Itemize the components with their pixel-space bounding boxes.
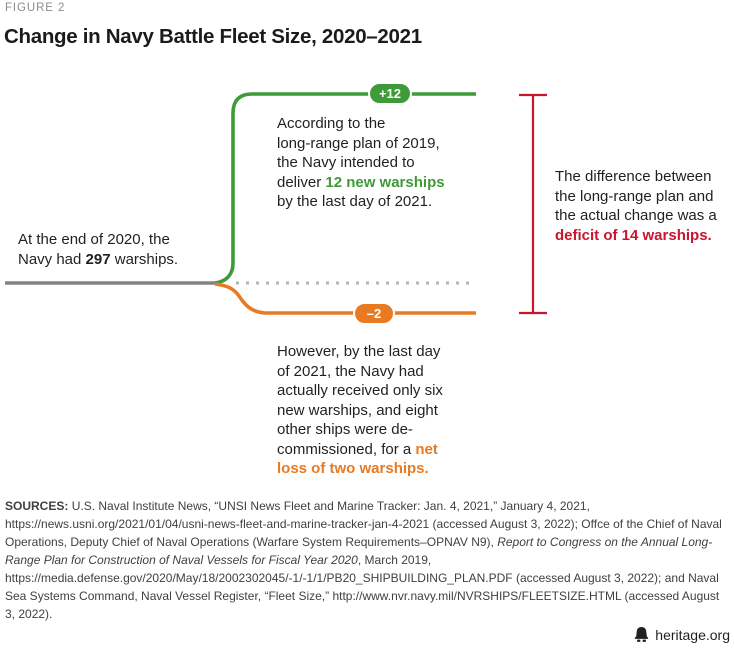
- sources-text: SOURCES: U.S. Naval Institute News, “UNS…: [5, 499, 722, 621]
- actual-change-badge: –2: [353, 302, 395, 325]
- actual-note: However, by the last day of 2021, the Na…: [277, 343, 443, 477]
- difference-bracket: [519, 93, 547, 315]
- difference-note: The difference between the long-range pl…: [555, 168, 717, 244]
- planned-branch-line: [214, 92, 476, 285]
- planned-change-badge: +12: [368, 82, 412, 105]
- planned-note: According to the long-range plan of 2019…: [277, 115, 445, 210]
- actual-branch-line: [214, 282, 476, 315]
- footer-brand: heritage.org: [633, 626, 730, 643]
- liberty-bell-icon: [635, 626, 649, 642]
- footer-brand-text: heritage.org: [655, 626, 730, 643]
- page-title: Change in Navy Battle Fleet Size, 2020–2…: [4, 25, 422, 48]
- figure-label: FIGURE 2: [5, 2, 66, 14]
- baseline-note: At the end of 2020, the Navy had 297 war…: [18, 231, 179, 268]
